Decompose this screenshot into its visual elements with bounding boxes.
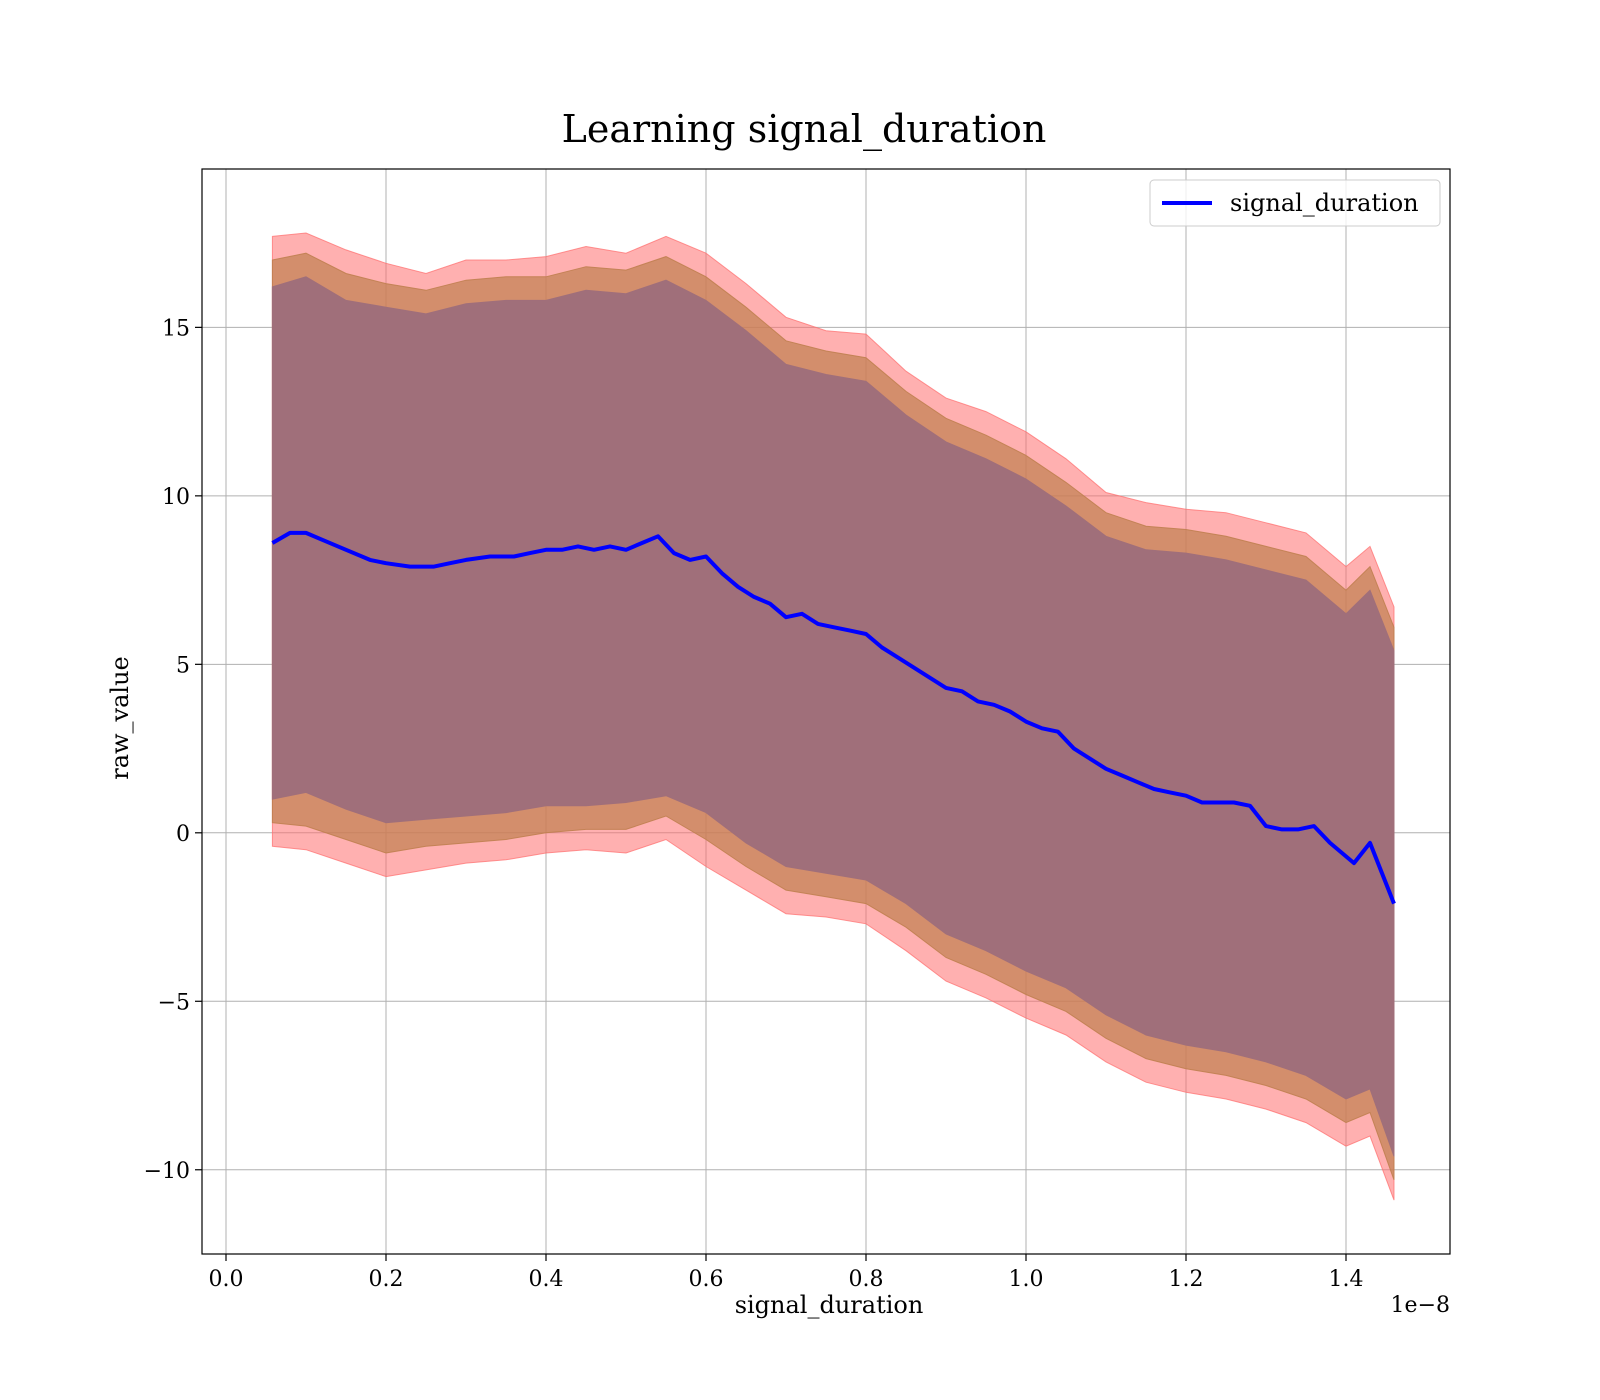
x-tick-label: 1.2 [1169, 1267, 1204, 1292]
x-axis-label: signal_duration [735, 1291, 924, 1319]
y-tick-label: 5 [176, 653, 190, 678]
y-tick-label: 15 [162, 316, 190, 341]
x-axis-offset-text: 1e−8 [1391, 1293, 1450, 1318]
axes-frame [201, 168, 1451, 1255]
chart-title: Learning signal_duration [562, 107, 1047, 152]
x-tick-label: 0.4 [529, 1267, 564, 1292]
y-tick-label: 0 [176, 822, 190, 847]
confidence-band [271, 276, 1395, 1157]
series-line [271, 530, 1396, 905]
x-tick-label: 0.2 [369, 1267, 404, 1292]
x-tick-label: 0.6 [689, 1267, 724, 1292]
plot-area: 0.0 0.2 0.4 0.6 0.8 1.0 1.2 1.4 −10 −5 0 5 10 15 [144, 168, 1451, 1292]
x-tick-label: 1.0 [1009, 1267, 1044, 1292]
legend-box [1149, 179, 1441, 227]
y-tick-label: 10 [162, 485, 190, 510]
y-axis-label: raw_value [106, 656, 134, 780]
x-tick-label: 0.0 [209, 1267, 244, 1292]
x-tick-label: 1.4 [1329, 1267, 1364, 1292]
legend: signal_duration [1149, 179, 1441, 227]
y-tick-label: −5 [158, 990, 190, 1015]
legend-label: signal_duration [1230, 189, 1419, 217]
x-tick-label: 0.8 [849, 1267, 884, 1292]
y-tick-label: −10 [144, 1159, 190, 1184]
